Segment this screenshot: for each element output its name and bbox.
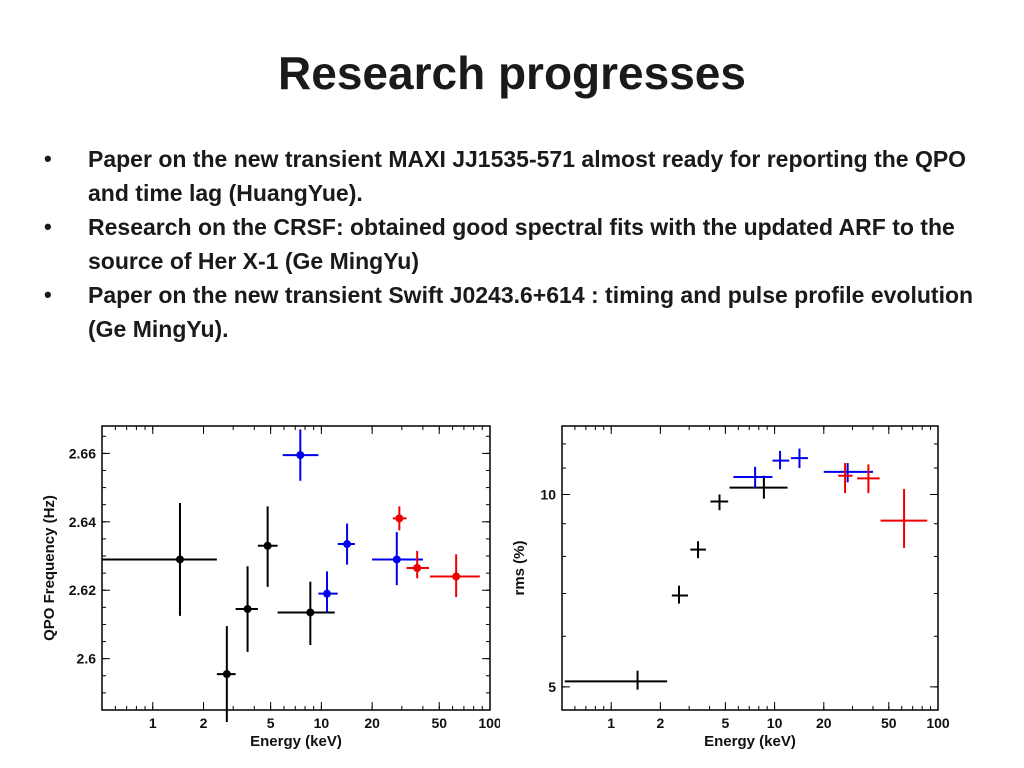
data-marker bbox=[243, 605, 252, 614]
data-point bbox=[823, 463, 873, 483]
data-marker bbox=[296, 451, 305, 460]
x-tick-label: 1 bbox=[607, 715, 615, 731]
plot-frame bbox=[561, 425, 939, 711]
data-marker bbox=[306, 608, 315, 617]
y-tick-label: 2.62 bbox=[69, 582, 96, 598]
data-point bbox=[216, 626, 236, 722]
qpo-frequency-chart: 1 2 5 10 20 50 100 2.6 2.62 2.64 2.66 Energy (keV) Q… bbox=[41, 425, 500, 750]
data-marker bbox=[263, 541, 272, 550]
x-tick-label: 100 bbox=[478, 715, 500, 731]
x-tick-label: 50 bbox=[881, 715, 897, 731]
data-point bbox=[838, 463, 853, 494]
x-tick-label: 20 bbox=[364, 715, 380, 731]
y-axis-label: QPO Frequency (Hz) bbox=[41, 495, 58, 641]
data-marker bbox=[222, 670, 231, 679]
data-point bbox=[235, 566, 258, 652]
data-point bbox=[392, 506, 407, 531]
x-tick-label: 2 bbox=[656, 715, 664, 731]
data-point bbox=[710, 494, 729, 511]
y-tick-label: 2.66 bbox=[69, 445, 96, 461]
plot-frame bbox=[101, 425, 491, 711]
bullet-marker: • bbox=[44, 282, 52, 307]
slide-title: Research progresses bbox=[278, 47, 746, 99]
x-axis-label: Energy (keV) bbox=[704, 733, 796, 750]
x-tick-label: 100 bbox=[926, 715, 950, 731]
data-point bbox=[857, 464, 880, 494]
data-point bbox=[282, 429, 319, 481]
x-tick-label: 2 bbox=[200, 715, 208, 731]
y-tick-label: 5 bbox=[548, 679, 556, 695]
bullet-item: • Paper on the new transient MAXI JJ1535… bbox=[40, 142, 1000, 210]
data-marker bbox=[175, 555, 184, 564]
y-tick-label: 10 bbox=[540, 487, 556, 503]
y-tick-label: 2.6 bbox=[77, 651, 97, 667]
data-point bbox=[277, 581, 335, 645]
x-tick-label: 5 bbox=[722, 715, 730, 731]
data-point bbox=[880, 489, 928, 548]
data-point bbox=[733, 466, 773, 488]
bullet-list: • Paper on the new transient MAXI JJ1535… bbox=[40, 142, 1000, 346]
x-tick-label: 10 bbox=[314, 715, 330, 731]
x-tick-label: 5 bbox=[267, 715, 275, 731]
x-tick-label: 10 bbox=[767, 715, 783, 731]
data-point bbox=[102, 502, 217, 616]
bullet-item: • Research on the CRSF: obtained good sp… bbox=[40, 210, 1000, 278]
bullet-text: Paper on the new transient Swift J0243.6… bbox=[88, 282, 974, 342]
data-marker bbox=[395, 514, 404, 523]
x-tick-label: 1 bbox=[149, 715, 157, 731]
data-marker bbox=[323, 589, 332, 598]
data-point bbox=[690, 541, 706, 559]
data-point bbox=[671, 585, 688, 604]
data-marker bbox=[413, 564, 422, 572]
data-point bbox=[772, 450, 790, 470]
x-tick-label: 20 bbox=[816, 715, 832, 731]
x-tick-label: 50 bbox=[431, 715, 447, 731]
bullet-text: Paper on the new transient MAXI JJ1535-5… bbox=[88, 146, 967, 206]
rms-chart: 1 2 5 10 20 50 100 5 10 Energy (keV) rms (%) bbox=[511, 425, 950, 750]
data-point bbox=[564, 670, 668, 690]
y-tick-label: 2.64 bbox=[69, 514, 96, 530]
data-point bbox=[318, 571, 338, 613]
y-axis-label: rms (%) bbox=[511, 540, 528, 595]
bullet-text: Research on the CRSF: obtained good spec… bbox=[88, 214, 955, 274]
data-point bbox=[790, 448, 808, 469]
data-point bbox=[337, 523, 355, 565]
data-marker bbox=[343, 540, 352, 549]
data-point bbox=[729, 475, 788, 499]
bullet-marker: • bbox=[44, 146, 52, 171]
data-point bbox=[429, 554, 480, 598]
x-axis-label: Energy (keV) bbox=[250, 733, 342, 750]
data-marker bbox=[452, 572, 461, 581]
data-point bbox=[257, 506, 278, 587]
data-marker bbox=[392, 555, 401, 564]
bullet-item: • Paper on the new transient Swift J0243… bbox=[40, 278, 1000, 346]
data-point bbox=[372, 532, 423, 586]
data-point bbox=[406, 550, 430, 579]
bullet-marker: • bbox=[44, 214, 52, 239]
